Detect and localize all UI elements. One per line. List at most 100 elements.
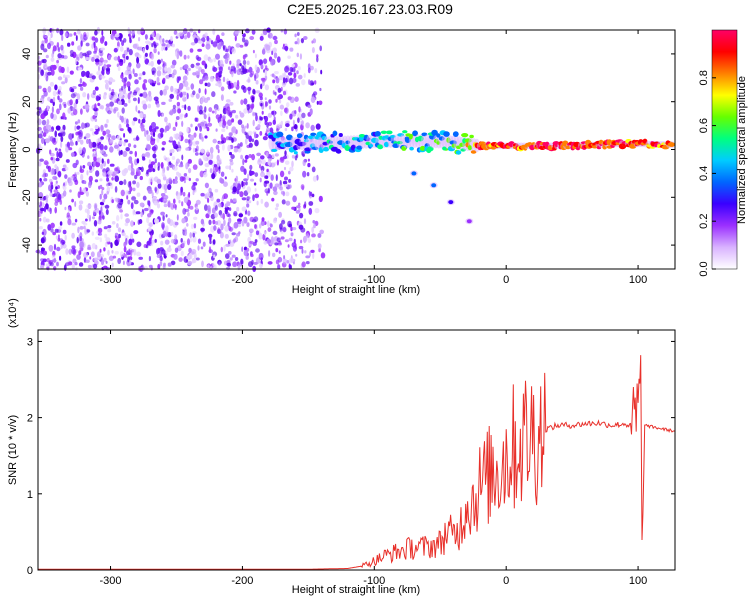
noise-speck: [212, 28, 216, 35]
noise-speck: [139, 175, 143, 181]
noise-speck: [150, 233, 153, 240]
noise-speck: [260, 83, 263, 90]
noise-speck: [64, 166, 69, 171]
noise-speck: [265, 44, 271, 51]
noise-speck: [92, 161, 96, 167]
noise-speck: [174, 176, 178, 181]
noise-speck: [66, 212, 71, 218]
noise-speck: [188, 247, 192, 254]
noise-speck: [59, 221, 63, 226]
noise-speck: [317, 233, 322, 238]
noise-speck: [246, 222, 250, 228]
noise-speck: [61, 34, 64, 41]
noise-speck: [241, 124, 245, 129]
noise-speck: [67, 218, 72, 226]
noise-speck: [130, 220, 134, 227]
noise-speck: [87, 264, 92, 269]
noise-speck: [159, 127, 165, 134]
noise-speck: [243, 249, 249, 257]
noise-speck: [93, 263, 98, 269]
noise-speck: [94, 130, 99, 135]
noise-speck: [186, 31, 191, 39]
noise-speck: [168, 177, 172, 182]
noise-speck: [78, 53, 81, 58]
noise-speck: [73, 32, 77, 36]
noise-speck: [163, 200, 167, 204]
noise-speck: [233, 81, 238, 88]
noise-speck: [204, 82, 208, 87]
noise-speck: [250, 253, 254, 258]
noise-speck: [231, 70, 234, 78]
noise-speck: [181, 242, 185, 248]
noise-speck: [37, 85, 42, 89]
noise-speck: [253, 182, 257, 186]
noise-speck: [144, 130, 147, 138]
noise-speck: [176, 171, 180, 176]
noise-speck: [110, 33, 115, 41]
noise-speck: [254, 188, 257, 192]
noise-speck: [180, 238, 183, 243]
noise-speck: [58, 148, 62, 152]
noise-speck: [151, 121, 156, 129]
noise-speck: [139, 93, 144, 97]
noise-speck: [247, 210, 251, 216]
noise-speck: [78, 262, 84, 267]
noise-speck: [262, 136, 268, 141]
noise-speck: [125, 253, 128, 259]
noise-speck: [215, 53, 220, 60]
noise-speck: [102, 198, 106, 203]
noise-speck: [85, 71, 89, 77]
noise-speck: [224, 233, 229, 239]
noise-speck: [231, 254, 236, 258]
noise-speck: [132, 43, 138, 49]
noise-speck: [216, 228, 222, 234]
noise-speck: [53, 266, 56, 271]
noise-speck: [275, 98, 278, 103]
noise-speck: [203, 114, 207, 120]
noise-speck: [170, 231, 174, 237]
noise-speck: [219, 232, 224, 239]
noise-speck: [68, 248, 73, 255]
y-tick-label: -20: [21, 189, 33, 205]
noise-speck: [177, 141, 181, 148]
noise-speck: [292, 77, 297, 84]
noise-speck: [105, 67, 111, 72]
noise-speck: [136, 192, 141, 197]
noise-speck: [50, 262, 54, 267]
noise-speck: [71, 247, 76, 255]
noise-speck: [89, 169, 93, 173]
noise-speck: [136, 158, 140, 164]
noise-speck: [69, 49, 74, 55]
noise-speck: [137, 97, 140, 104]
noise-speck: [163, 195, 169, 200]
noise-speck: [198, 158, 202, 164]
noise-speck: [183, 35, 188, 40]
noise-speck: [280, 110, 283, 117]
noise-speck: [271, 110, 275, 115]
noise-speck: [320, 69, 323, 75]
noise-speck: [165, 46, 168, 51]
noise-speck: [284, 150, 287, 157]
noise-speck: [147, 62, 152, 66]
noise-speck: [78, 204, 83, 211]
noise-speck: [45, 218, 50, 223]
noise-speck: [245, 181, 248, 186]
noise-speck: [207, 205, 211, 212]
noise-speck: [103, 247, 106, 252]
noise-speck: [84, 208, 89, 213]
noise-speck: [157, 166, 160, 171]
noise-speck: [150, 52, 155, 60]
noise-speck: [147, 168, 152, 173]
noise-speck: [177, 108, 182, 114]
noise-speck: [42, 216, 47, 223]
noise-speck: [204, 32, 208, 36]
noise-speck: [298, 207, 301, 212]
noise-speck: [134, 150, 137, 158]
noise-speck: [271, 154, 275, 159]
colorbar-tick-label: 0.8: [698, 70, 710, 85]
noise-speck: [99, 237, 103, 243]
noise-speck: [319, 229, 325, 235]
noise-speck: [248, 109, 253, 113]
noise-speck: [212, 67, 218, 72]
noise-speck: [281, 199, 286, 205]
